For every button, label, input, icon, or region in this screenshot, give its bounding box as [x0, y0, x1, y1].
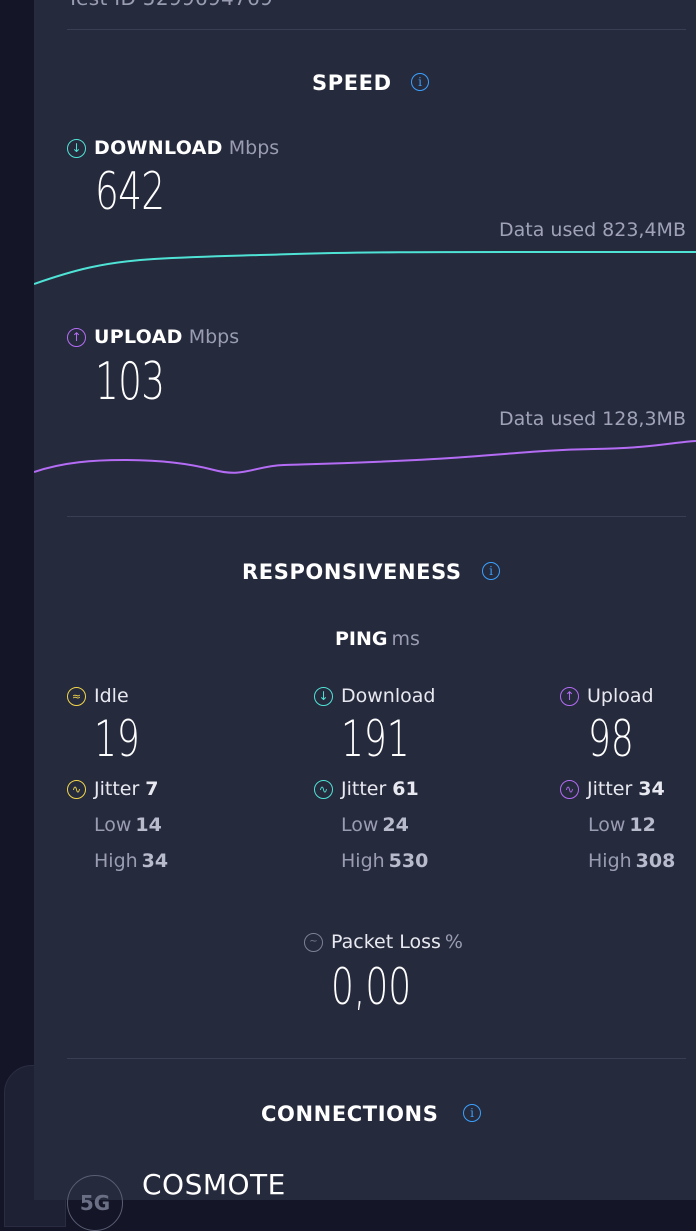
download-high: High 530 [341, 850, 428, 872]
left-background [0, 0, 34, 1200]
packet-loss-value: 0,00 [331, 958, 412, 1016]
upload-header: ↑ UPLOAD Mbps [67, 326, 239, 348]
responsiveness-info-icon[interactable]: i [482, 562, 500, 580]
packet-loss-header: ∼ Packet Loss % [304, 931, 463, 953]
upload-jitter-label: Jitter [587, 778, 633, 800]
idle-icon: ≈ [67, 686, 86, 706]
divider-responsiveness [67, 1058, 686, 1059]
speed-title: SPEED [312, 71, 392, 95]
download-arrow-icon: ↓ [67, 138, 86, 158]
ping-label: PING [335, 628, 388, 650]
download-low-label: Low [341, 814, 379, 836]
upload-arrow-icon: ↑ [67, 327, 86, 347]
idle-low-label: Low [94, 814, 132, 836]
upload-jitter-value: 34 [638, 778, 665, 800]
idle-low-value: 14 [135, 814, 162, 836]
jitter-wave-icon: ∿ [314, 779, 333, 799]
packet-loss-icon: ∼ [304, 932, 323, 952]
download-arrow-icon: ↓ [314, 686, 333, 706]
ping-upload-label: Upload [587, 685, 654, 707]
download-jitter-label: Jitter [341, 778, 387, 800]
upload-arrow-icon: ↑ [560, 686, 579, 706]
ping-download-value: 191 [341, 710, 410, 768]
download-unit: Mbps [228, 137, 280, 159]
packet-loss-unit: % [444, 931, 463, 953]
upload-low-label: Low [588, 814, 626, 836]
download-value: 642 [95, 162, 165, 222]
upload-unit: Mbps [188, 326, 240, 348]
responsiveness-title: RESPONSIVENESS [242, 560, 462, 584]
speed-info-icon[interactable]: i [411, 73, 429, 91]
idle-jitter-value: 7 [145, 778, 159, 800]
download-graph [34, 251, 696, 285]
upload-jitter: ∿ Jitter 34 [560, 778, 665, 800]
idle-high-value: 34 [141, 850, 169, 872]
download-jitter: ∿ Jitter 61 [314, 778, 419, 800]
upload-data-used: Data used 128,3MB [499, 408, 686, 430]
connections-info-icon[interactable]: i [463, 1104, 481, 1122]
divider-speed [67, 516, 686, 517]
idle-label: Idle [94, 685, 129, 707]
upload-label: UPLOAD [94, 326, 183, 348]
ping-upload-value: 98 [588, 710, 634, 768]
idle-low: Low 14 [94, 814, 162, 836]
download-high-value: 530 [388, 850, 429, 872]
packet-loss-label: Packet Loss [331, 931, 441, 953]
idle-header: ≈ Idle [67, 685, 129, 707]
test-id: Test ID 5299694769 [67, 0, 273, 10]
idle-jitter-label: Jitter [94, 778, 140, 800]
idle-value: 19 [94, 710, 140, 768]
upload-high-value: 308 [635, 850, 676, 872]
provider-name[interactable]: COSMOTE [142, 1168, 286, 1201]
jitter-wave-icon: ∿ [560, 779, 579, 799]
provider-logo: 5G [67, 1175, 123, 1231]
download-header: ↓ DOWNLOAD Mbps [67, 137, 279, 159]
idle-jitter: ∿ Jitter 7 [67, 778, 159, 800]
idle-high-label: High [94, 850, 138, 872]
upload-graph [34, 440, 696, 474]
jitter-wave-icon: ∿ [67, 779, 86, 799]
ping-header: PING ms [335, 628, 420, 650]
idle-high: High 34 [94, 850, 168, 872]
divider-top [67, 29, 686, 30]
ping-unit: ms [391, 628, 420, 650]
download-low: Low 24 [341, 814, 409, 836]
upload-high: High 308 [588, 850, 675, 872]
download-low-value: 24 [382, 814, 409, 836]
connections-title: CONNECTIONS [261, 1102, 439, 1126]
upload-value: 103 [95, 352, 165, 412]
ping-download-header: ↓ Download [314, 685, 435, 707]
download-high-label: High [341, 850, 385, 872]
upload-low-value: 12 [629, 814, 656, 836]
ping-upload-header: ↑ Upload [560, 685, 654, 707]
upload-low: Low 12 [588, 814, 656, 836]
results-panel [34, 0, 696, 1200]
download-jitter-value: 61 [392, 778, 419, 800]
download-label: DOWNLOAD [94, 137, 223, 159]
upload-high-label: High [588, 850, 632, 872]
download-data-used: Data used 823,4MB [499, 219, 686, 241]
ping-download-label: Download [341, 685, 436, 707]
